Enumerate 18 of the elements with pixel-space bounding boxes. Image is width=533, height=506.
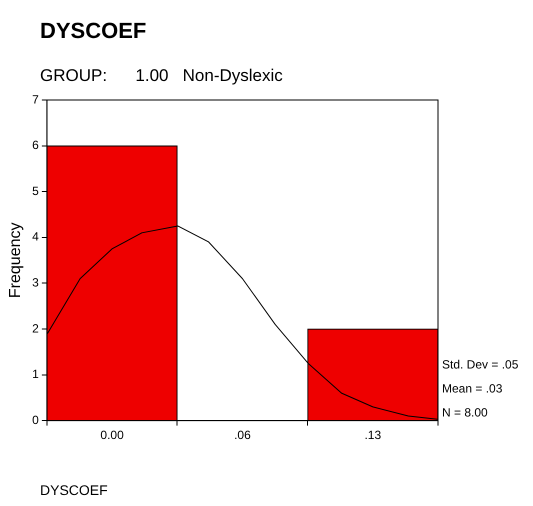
x-tick-label: .06: [234, 428, 252, 442]
chart-subtitle: GROUP: 1.00 Non-Dyslexic: [40, 66, 283, 86]
y-tick-label: 4: [32, 230, 40, 244]
y-axis-title: Frequency: [7, 222, 24, 298]
y-tick-label: 2: [32, 321, 40, 336]
y-tick-label: 0: [32, 412, 40, 427]
x-tick-label: .13: [364, 428, 382, 442]
y-tick-label: 3: [32, 276, 40, 290]
x-tick-label: 0.00: [100, 428, 124, 442]
text: Mean = .03: [442, 382, 503, 396]
text: N = 8.00: [442, 406, 488, 420]
y-tick-label: 7: [32, 92, 40, 106]
y-tick-label: 5: [32, 184, 40, 198]
text: Std. Dev = .05: [442, 358, 519, 372]
y-tick-label: 6: [32, 138, 40, 152]
chart-title: DYSCOEF: [40, 18, 146, 44]
x-axis-title: DYSCOEF: [40, 482, 108, 498]
y-tick-label: 1: [32, 367, 40, 382]
